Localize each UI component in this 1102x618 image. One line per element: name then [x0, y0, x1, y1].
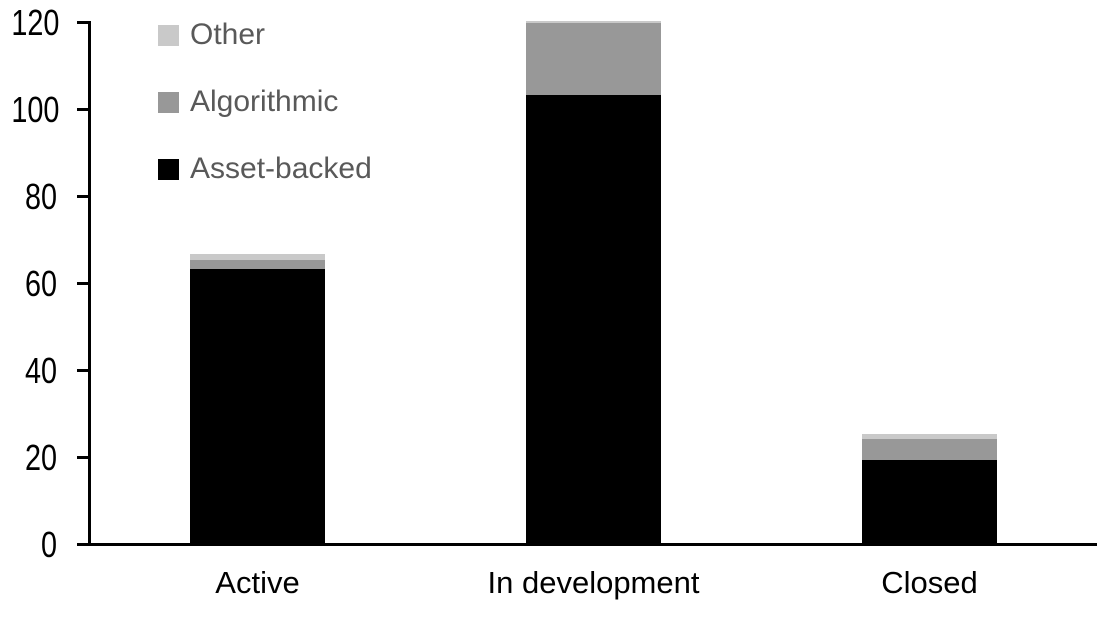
y-tick-label: 20: [24, 437, 57, 478]
y-axis-tick: [77, 108, 89, 111]
legend-swatch-asset-backed: [158, 158, 179, 180]
bar-segment-asset-backed: [190, 268, 325, 543]
bar-segment-asset-backed: [526, 94, 661, 543]
bar-segment-algorithmic: [862, 438, 997, 461]
y-axis-tick: [77, 456, 89, 459]
legend-swatch-algorithmic: [158, 91, 179, 113]
y-tick-label: 60: [24, 263, 57, 304]
y-axis-tick: [77, 195, 89, 198]
y-axis-tick: [77, 21, 89, 24]
legend-item-other: Other: [158, 20, 265, 50]
bar-segment-other: [862, 434, 997, 439]
bar-segment-algorithmic: [190, 260, 325, 269]
x-axis-line: [88, 543, 1097, 546]
legend-label: Asset-backed: [190, 152, 372, 185]
y-axis-tick: [77, 282, 89, 285]
y-tick-label: 120: [11, 2, 60, 43]
bar-active: [190, 0, 325, 543]
y-tick-label: 100: [11, 89, 60, 130]
y-tick-label: 40: [24, 350, 57, 391]
x-category-label: Active: [215, 565, 300, 600]
y-axis-tick: [77, 369, 89, 372]
legend-label: Algorithmic: [190, 85, 339, 118]
y-tick-label: 0: [40, 524, 57, 565]
bar-in-development: [526, 0, 661, 543]
bar-segment-other: [526, 21, 661, 24]
y-axis-line: [88, 21, 91, 546]
bar-segment-asset-backed: [862, 460, 997, 543]
x-category-label: Closed: [881, 565, 978, 600]
legend-label: Other: [190, 18, 266, 51]
legend-item-asset-backed: Asset-backed: [158, 154, 372, 184]
legend-item-algorithmic: Algorithmic: [158, 87, 338, 117]
y-tick-label: 80: [24, 176, 57, 217]
bar-segment-other: [190, 253, 325, 261]
x-category-label: In development: [487, 565, 700, 600]
legend-swatch-other: [158, 24, 179, 46]
y-axis-tick: [77, 543, 89, 546]
bar-closed: [862, 0, 997, 543]
bar-segment-algorithmic: [526, 23, 661, 95]
